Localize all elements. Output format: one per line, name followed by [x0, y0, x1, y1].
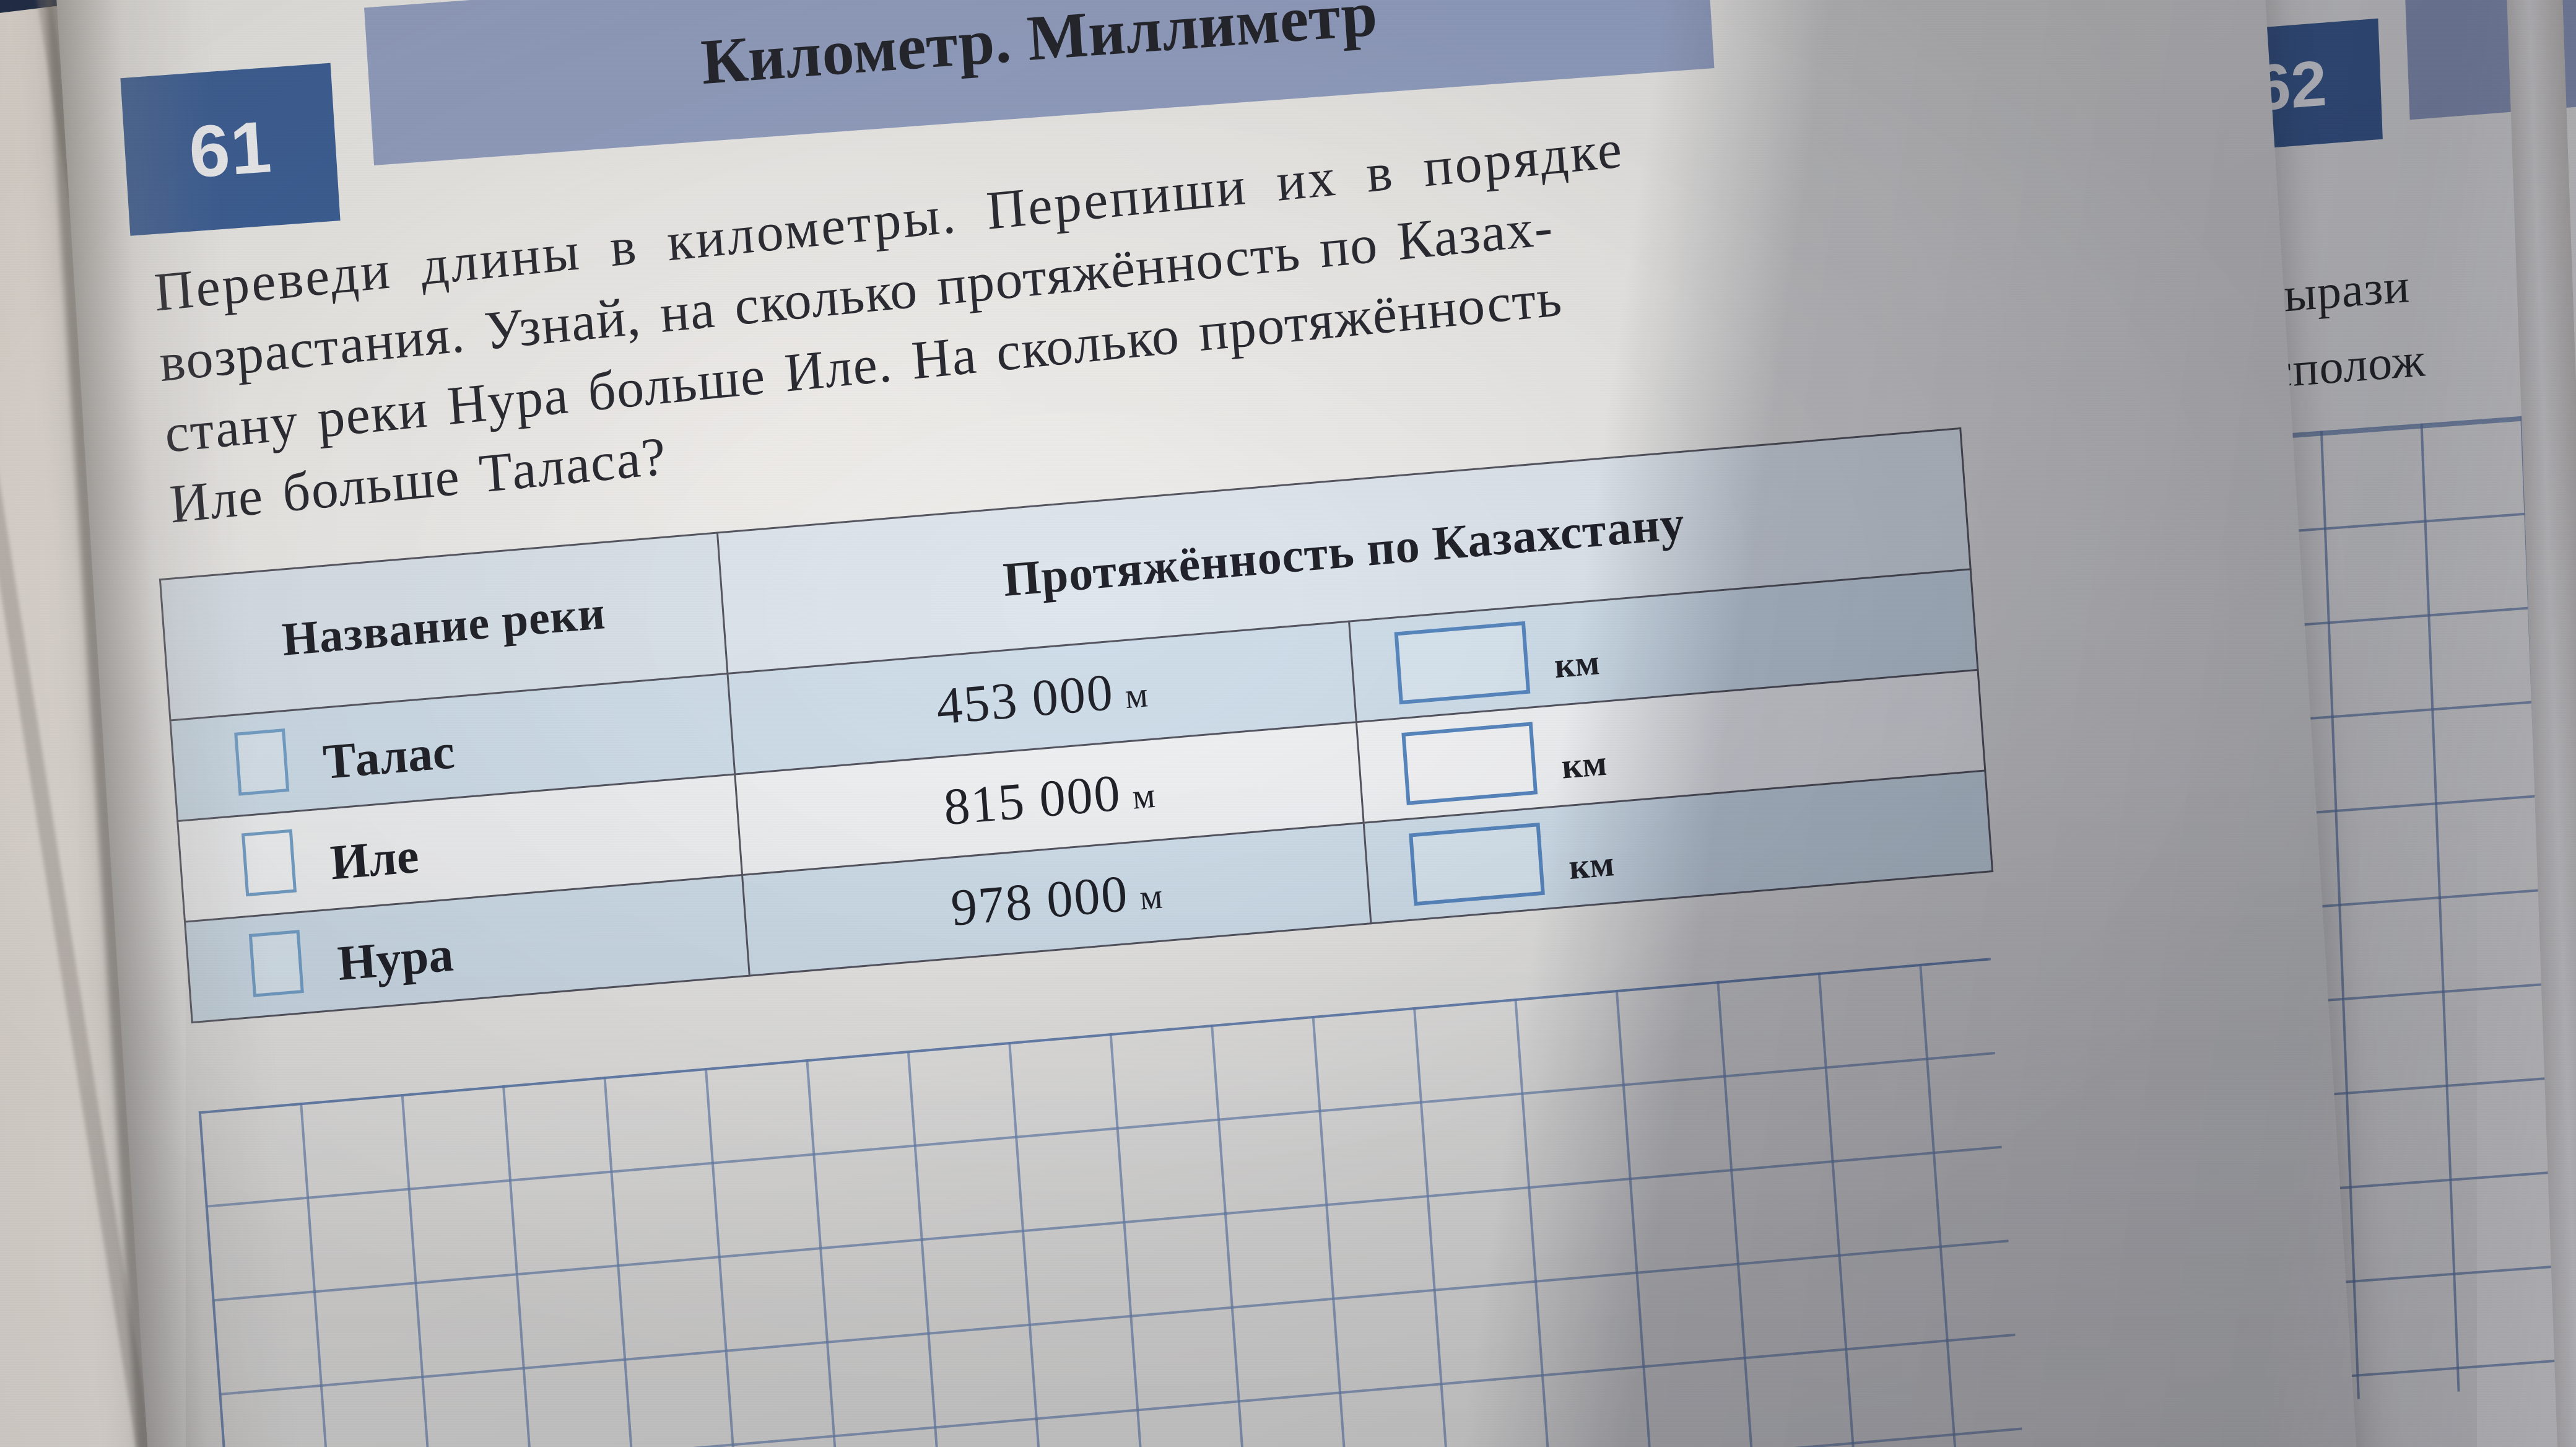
left-page-graph-grid	[198, 958, 2027, 1447]
left-page-content: Километр. Миллиметр 61 Переведи длины в …	[55, 0, 2360, 1447]
unit-meters: м	[1123, 673, 1149, 716]
left-page: Километр. Миллиметр 61 Переведи длины в …	[55, 0, 2360, 1447]
river-meters-nura: 978 000	[949, 864, 1131, 937]
rivers-table-wrapper: Название реки Протяжённость по Казахстан…	[159, 427, 1994, 1030]
rivers-table: Название реки Протяжённость по Казахстан…	[159, 427, 1993, 1023]
unit-meters: м	[1138, 875, 1164, 917]
unit-kilometers: км	[1560, 742, 1608, 787]
km-answer-box[interactable]	[1401, 721, 1538, 805]
river-name-ile: Иле	[328, 828, 421, 891]
km-answer-box[interactable]	[1394, 621, 1531, 704]
river-name-nura: Нура	[336, 927, 455, 992]
river-meters-talas: 453 000	[934, 663, 1116, 736]
river-name-talas: Талас	[321, 724, 456, 790]
unit-kilometers: км	[1567, 842, 1616, 887]
unit-meters: м	[1131, 774, 1157, 817]
km-answer-box[interactable]	[1409, 822, 1545, 906]
unit-kilometers: км	[1552, 641, 1601, 686]
river-meters-ile: 815 000	[941, 764, 1123, 836]
